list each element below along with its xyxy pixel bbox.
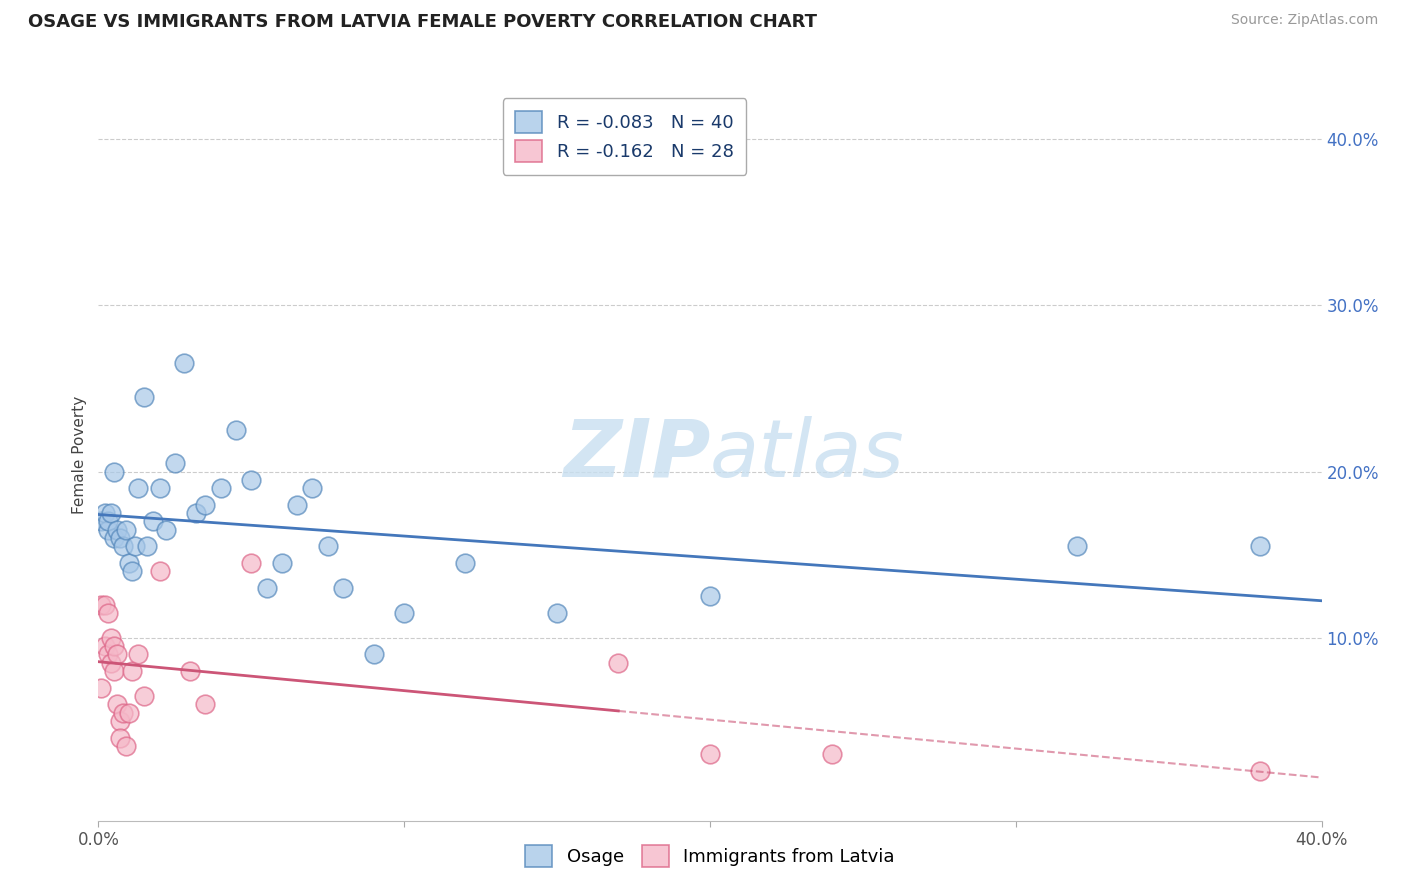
Point (699, 589, 721, 603)
Point (100, 506, 122, 520)
Point (186, 506, 208, 520)
Point (285, 498, 308, 512)
Point (270, 556, 292, 570)
Text: Source: ZipAtlas.com: Source: ZipAtlas.com (1230, 13, 1378, 28)
Point (103, 664, 125, 678)
Legend: Osage, Immigrants from Latvia: Osage, Immigrants from Latvia (515, 834, 905, 878)
Point (142, 515, 165, 529)
Point (103, 465, 125, 479)
Point (121, 664, 143, 678)
Point (149, 564, 172, 578)
Point (136, 539, 159, 553)
Point (256, 581, 278, 595)
Point (97, 606, 120, 620)
Point (240, 556, 263, 570)
Point (108, 531, 131, 545)
Point (1249, 539, 1271, 553)
Point (225, 423, 247, 437)
Point (97, 515, 120, 529)
Point (90, 681, 112, 695)
Point (97, 648, 120, 662)
Point (105, 698, 128, 712)
Point (100, 656, 122, 670)
Point (124, 539, 146, 553)
Point (392, 606, 416, 620)
Point (108, 714, 131, 728)
Point (821, 747, 844, 761)
Point (108, 731, 131, 745)
Point (163, 456, 186, 470)
Point (194, 498, 217, 512)
Point (134, 390, 156, 404)
Point (90, 515, 112, 529)
Point (105, 648, 128, 662)
Point (173, 356, 195, 371)
Point (194, 698, 217, 712)
Point (454, 556, 477, 570)
Point (115, 523, 138, 537)
Text: ZIP: ZIP (562, 416, 710, 494)
Point (121, 564, 143, 578)
Point (240, 473, 263, 487)
Point (127, 648, 149, 662)
Point (149, 481, 172, 495)
Point (301, 481, 323, 495)
Point (316, 539, 339, 553)
Point (93, 639, 115, 653)
Point (134, 689, 156, 703)
Point (1066, 539, 1088, 553)
Text: atlas: atlas (710, 416, 905, 494)
Point (1249, 764, 1271, 778)
Point (111, 706, 134, 720)
Point (699, 747, 721, 761)
Point (209, 481, 232, 495)
Point (115, 739, 138, 753)
Point (127, 481, 149, 495)
Point (546, 606, 568, 620)
Point (103, 639, 125, 653)
Point (118, 706, 141, 720)
Point (179, 664, 201, 678)
Point (607, 656, 630, 670)
Text: OSAGE VS IMMIGRANTS FROM LATVIA FEMALE POVERTY CORRELATION CHART: OSAGE VS IMMIGRANTS FROM LATVIA FEMALE P… (28, 13, 817, 31)
Point (111, 539, 134, 553)
Point (332, 581, 354, 595)
Point (105, 523, 128, 537)
Point (90, 598, 112, 612)
Point (97, 523, 120, 537)
Point (155, 523, 177, 537)
Point (93, 506, 115, 520)
Point (118, 556, 141, 570)
Y-axis label: Female Poverty: Female Poverty (72, 396, 87, 514)
Point (103, 531, 125, 545)
Point (363, 648, 385, 662)
Point (100, 631, 122, 645)
Point (93, 598, 115, 612)
